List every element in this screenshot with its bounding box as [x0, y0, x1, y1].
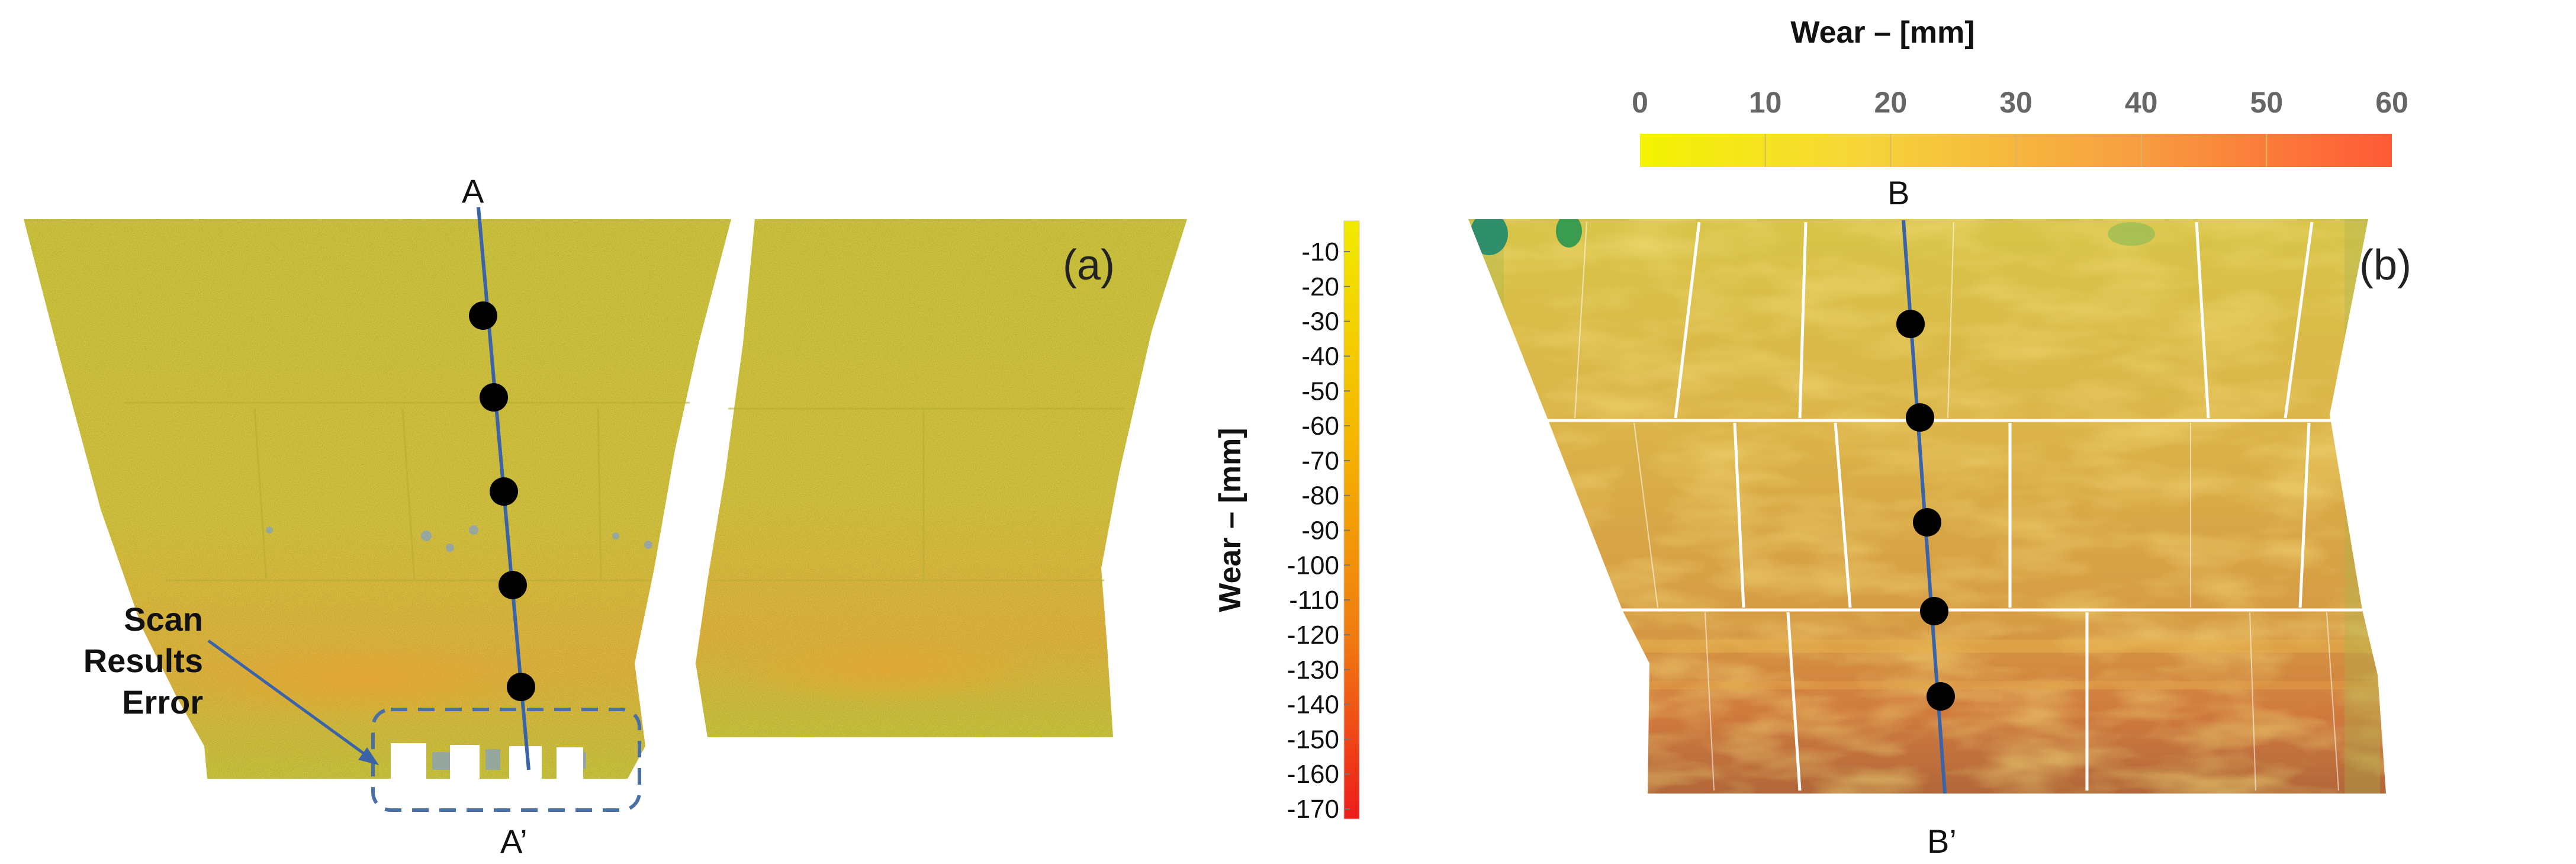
vertical-colorbar-tick-label: -100 — [1287, 551, 1339, 580]
marker-b-2 — [1906, 403, 1934, 432]
scan-error-line-3: Error — [122, 683, 203, 721]
vertical-colorbar-tick-label: -50 — [1301, 377, 1339, 406]
vertical-colorbar-title: Wear – [mm] — [1213, 428, 1247, 612]
marker-a-4 — [499, 571, 527, 599]
vertical-colorbar-tick-label: -120 — [1287, 621, 1339, 650]
horizontal-colorbar-ticks: 0 10 20 30 40 50 60 — [1632, 86, 2408, 119]
tile-seams — [1539, 221, 2362, 791]
scan-error-box — [371, 708, 641, 812]
vertical-colorbar-tick-label: -170 — [1287, 795, 1339, 824]
vertical-colorbar-tick-label: -40 — [1301, 342, 1339, 371]
vertical-colorbar-tick-label: -160 — [1287, 760, 1339, 789]
horizontal-colorbar-tick-label: 40 — [2125, 86, 2158, 119]
vertical-colorbar-tick-label: -70 — [1301, 447, 1339, 476]
vertical-colorbar-tick-label: -10 — [1301, 237, 1339, 266]
vertical-colorbar-tick-label: -110 — [1289, 586, 1339, 615]
scan-error-arrowhead — [358, 747, 379, 765]
section-b-bottom-label: B’ — [1927, 823, 1957, 860]
horizontal-colorbar-title: Wear – [mm] — [1790, 15, 1974, 50]
marker-a-5 — [507, 673, 535, 701]
vertical-colorbar-tick-label: -140 — [1287, 690, 1339, 720]
horizontal-colorbar-tick-label: 30 — [1999, 86, 2033, 119]
horizontal-colorbar-tick-label: 50 — [2250, 86, 2284, 119]
vertical-colorbar-ticks: -10 -20 -30 -40 -50 -60 -70 -80 -90 -100 -110 -120 -… — [1287, 237, 1350, 824]
vertical-colorbar-tick-label: -20 — [1301, 272, 1339, 301]
marker-b-1 — [1896, 310, 1925, 338]
marker-a-2 — [480, 383, 508, 412]
scan-error-line-2: Results — [83, 642, 203, 679]
vertical-colorbar-tick-label: -90 — [1301, 516, 1339, 545]
scan-error-arrow — [207, 639, 371, 760]
vertical-colorbar-tick-label: -150 — [1287, 725, 1339, 754]
scan-error-line-1: Scan — [124, 600, 203, 638]
tile-fine-seams — [1574, 221, 2339, 791]
section-b-markers — [1896, 310, 1955, 711]
horizontal-colorbar-tick-label: 20 — [1874, 86, 1908, 119]
horizontal-colorbar-tick-label: 0 — [1632, 86, 1648, 119]
horizontal-colorbar-tickmarks — [1764, 134, 2268, 167]
panel-b: B B’ (b) — [1468, 174, 2411, 860]
vertical-colorbar-tick-label: -30 — [1301, 307, 1339, 336]
section-b-top-label: B — [1887, 174, 1909, 211]
marker-a-3 — [490, 477, 518, 506]
marker-b-3 — [1913, 508, 1941, 537]
panel-b-label: (b) — [2359, 242, 2411, 289]
vertical-colorbar-tick-label: -80 — [1301, 481, 1339, 510]
horizontal-colorbar: Wear – [mm] 0 10 20 30 40 50 60 — [1632, 15, 2408, 167]
vertical-colorbar-ramp — [1343, 220, 1360, 820]
marker-b-4 — [1920, 597, 1948, 625]
marker-b-5 — [1927, 682, 1955, 711]
scan-left-half — [24, 219, 731, 779]
section-a-top-label: A — [462, 172, 484, 210]
panel-a: A A’ (a) Scan Results Error — [24, 172, 1187, 860]
panel-a-label: (a) — [1063, 242, 1115, 289]
section-a-bottom-label: A’ — [500, 823, 528, 860]
vertical-colorbar-tick-label: -130 — [1287, 656, 1339, 685]
vertical-colorbar-tick-label: -60 — [1301, 412, 1339, 441]
vertical-colorbar: -10 -20 -30 -40 -50 -60 -70 -80 -90 -100 -110 -120 -… — [1213, 220, 1360, 824]
scan-seams — [124, 402, 1125, 582]
scan-right-half — [696, 219, 1187, 737]
horizontal-colorbar-tick-label: 60 — [2375, 86, 2408, 119]
marker-a-1 — [469, 301, 497, 330]
section-a-markers — [469, 301, 535, 701]
horizontal-colorbar-tick-label: 10 — [1749, 86, 1782, 119]
